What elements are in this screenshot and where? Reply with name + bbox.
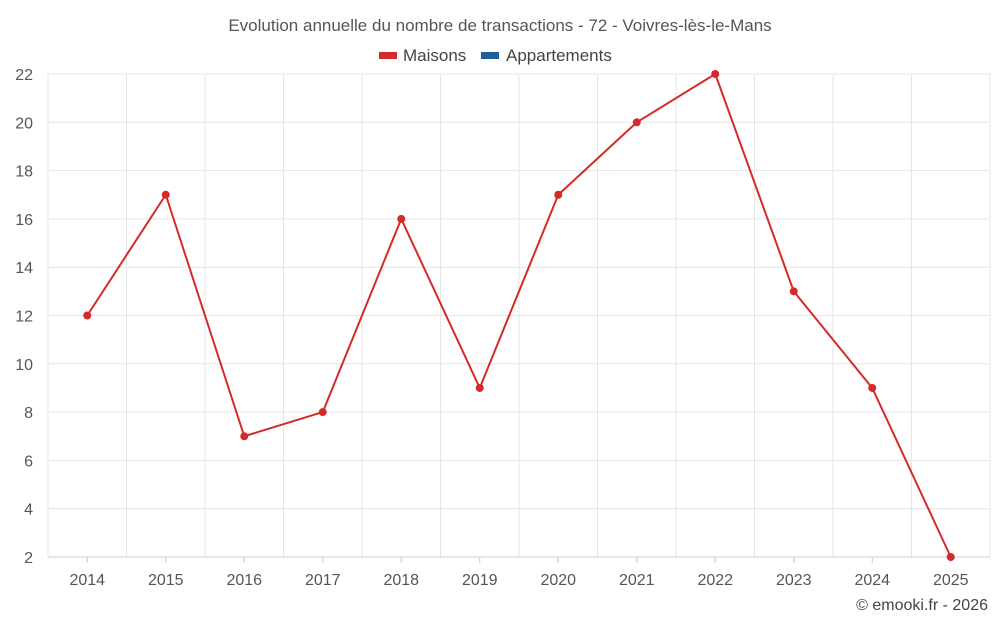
data-point-maisons-2020[interactable]: [554, 190, 563, 199]
x-tick-label: 2025: [933, 572, 969, 589]
y-tick-label: 14: [15, 260, 33, 277]
data-point-maisons-2022[interactable]: [711, 70, 720, 78]
x-tick-label: 2015: [148, 572, 184, 589]
data-point-maisons-2025[interactable]: [946, 553, 955, 561]
chart-title: Evolution annuelle du nombre de transact…: [228, 16, 771, 35]
x-tick-label: 2019: [462, 572, 498, 589]
x-tick-label: 2022: [697, 572, 733, 589]
data-point-maisons-2024[interactable]: [868, 383, 877, 392]
series-maisons: [83, 70, 955, 561]
x-tick-label: 2014: [69, 572, 105, 589]
data-point-maisons-2016[interactable]: [240, 432, 249, 441]
y-axis-ticks: 2 4 6 8 10 12 14 16 18 20 22: [15, 67, 33, 567]
data-point-maisons-2023[interactable]: [789, 287, 798, 296]
legend-swatch-maisons: [379, 52, 397, 59]
series-line-maisons: [86, 73, 952, 558]
x-axis-ticks: 2014 2015 2016 2017 2018 2019 2020 2021 2022 2023…: [69, 557, 969, 589]
y-tick-label: 8: [24, 405, 33, 422]
legend: Maisons Appartements: [379, 46, 612, 65]
data-point-maisons-2017[interactable]: [318, 408, 327, 417]
x-tick-label: 2018: [383, 572, 419, 589]
y-tick-label: 2: [24, 550, 33, 567]
data-point-maisons-2021[interactable]: [632, 118, 641, 127]
x-tick-label: 2023: [776, 572, 812, 589]
data-point-maisons-2019[interactable]: [475, 383, 484, 392]
y-tick-label: 16: [15, 212, 33, 229]
y-tick-label: 4: [24, 502, 33, 519]
x-tick-label: 2017: [305, 572, 341, 589]
x-tick-label: 2021: [619, 572, 655, 589]
legend-swatch-appartements: [481, 52, 499, 59]
x-tick-label: 2024: [854, 572, 890, 589]
data-point-maisons-2015[interactable]: [161, 190, 170, 199]
data-point-maisons-2014[interactable]: [83, 311, 92, 320]
legend-label-appartements: Appartements: [506, 46, 612, 65]
x-tick-label: 2020: [540, 572, 576, 589]
y-tick-label: 6: [24, 453, 33, 470]
y-tick-label: 22: [15, 67, 33, 84]
x-tick-label: 2016: [226, 572, 262, 589]
y-tick-label: 10: [15, 357, 33, 374]
legend-label-maisons: Maisons: [403, 46, 466, 65]
legend-item-appartements[interactable]: Appartements: [481, 46, 612, 65]
y-tick-label: 18: [15, 164, 33, 181]
legend-item-maisons[interactable]: Maisons: [379, 46, 466, 65]
data-point-maisons-2018[interactable]: [397, 214, 406, 223]
y-tick-label: 20: [15, 115, 33, 132]
credit-text: © emooki.fr - 2026: [856, 597, 988, 614]
y-tick-label: 12: [15, 309, 33, 326]
